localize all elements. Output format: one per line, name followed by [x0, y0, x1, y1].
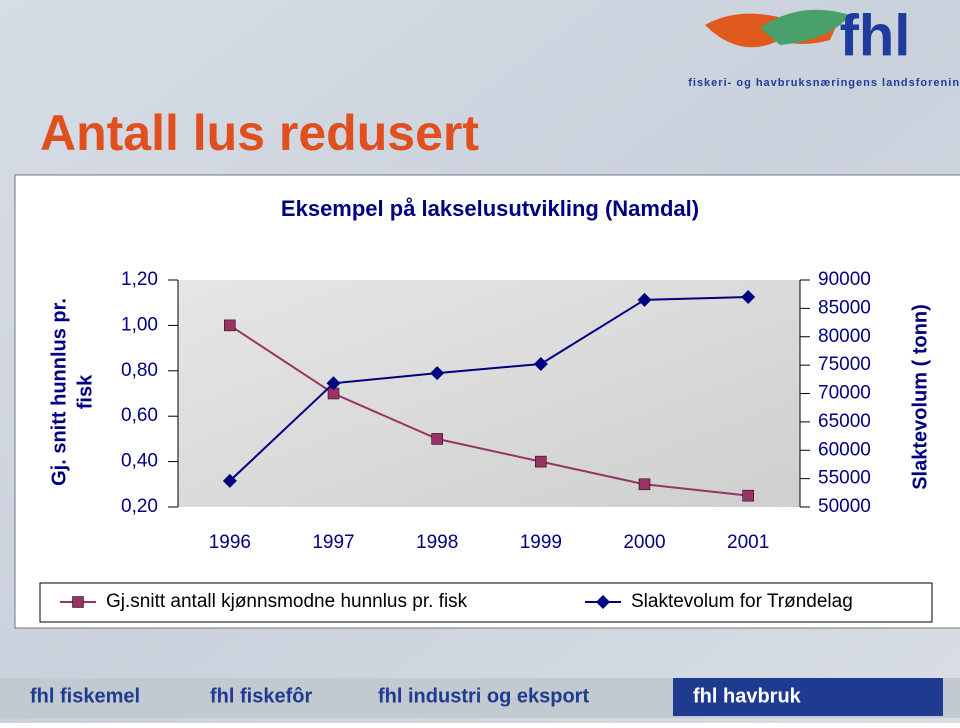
x-tick-label: 2000 — [623, 532, 665, 553]
y2-axis-label: Slaktevolum ( tonn) — [909, 304, 931, 490]
chart-title: Eksempel på lakselusutvikling (Namdal) — [281, 196, 699, 221]
y2-tick-label: 75000 — [818, 354, 871, 375]
legend-label: Gj.snitt antall kjønnsmodne hunnlus pr. … — [106, 591, 468, 612]
footer-item: fhl industri og eksport — [378, 685, 589, 707]
data-point — [741, 290, 756, 305]
legend-label: Slaktevolum for Trøndelag — [631, 591, 853, 612]
data-point — [224, 319, 236, 332]
y2-tick-label: 50000 — [818, 496, 871, 517]
series-line — [229, 296, 749, 482]
y2-tick-label: 85000 — [818, 297, 871, 318]
y-tick-label: 1,00 — [121, 314, 158, 335]
data-point — [533, 356, 548, 371]
y2-tick-label: 70000 — [818, 383, 871, 404]
footer-item: fhl havbruk — [693, 685, 802, 707]
data-point — [222, 473, 237, 488]
x-tick-label: 1996 — [209, 532, 251, 553]
logo-fish — [760, 9, 850, 45]
y2-tick-label: 65000 — [818, 411, 871, 432]
data-point — [326, 376, 341, 391]
y-tick-label: 0,20 — [121, 496, 158, 517]
y-tick-label: 0,80 — [121, 360, 158, 381]
x-tick-label: 2001 — [727, 532, 769, 553]
y2-tick-label: 55000 — [818, 468, 871, 489]
series-line — [229, 324, 749, 497]
x-tick-label: 1997 — [312, 532, 354, 553]
slide-title: Antall lus redusert — [40, 105, 479, 161]
logo-text: fhl — [840, 3, 911, 68]
x-tick-label: 1999 — [520, 532, 562, 553]
data-point — [637, 292, 652, 307]
footer-highlight — [673, 678, 943, 716]
logo-tagline: fiskeri- og havbruksnæringens landsforen… — [688, 77, 960, 89]
footer-item: fhl fiskemel — [30, 685, 140, 707]
data-point — [742, 489, 754, 502]
legend-marker — [596, 595, 610, 609]
y-axis-label: fisk — [74, 374, 96, 409]
data-point — [535, 455, 547, 468]
y-tick-label: 1,20 — [121, 269, 158, 290]
legend-marker — [72, 596, 84, 608]
y2-tick-label: 60000 — [818, 439, 871, 460]
data-point — [431, 433, 443, 445]
plot-area — [178, 280, 800, 507]
footer-item: fhl fiskefôr — [210, 685, 312, 707]
y2-tick-label: 90000 — [818, 269, 871, 290]
legend — [39, 582, 933, 623]
y-axis-label: Gj. snitt hunnlus pr. — [48, 298, 70, 486]
data-point — [638, 478, 651, 491]
y2-tick-label: 80000 — [818, 326, 871, 347]
x-tick-label: 1998 — [416, 532, 458, 553]
y-tick-label: 0,60 — [121, 405, 158, 426]
y-tick-label: 0,40 — [121, 451, 158, 472]
data-point — [430, 366, 445, 381]
